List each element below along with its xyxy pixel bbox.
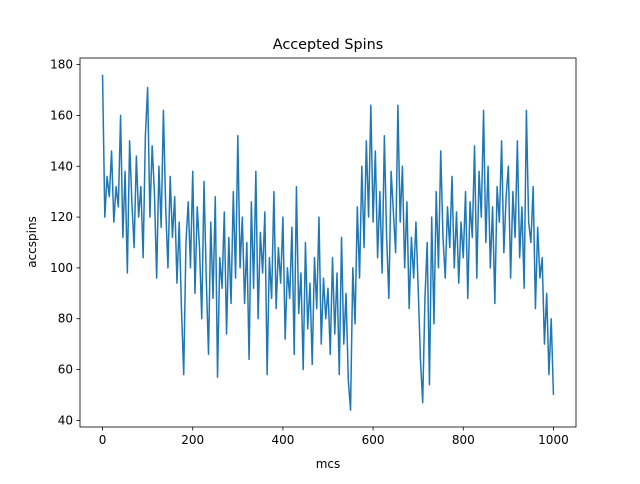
y-tick-label: 100 [50,261,73,275]
data-line [101,74,555,411]
x-tick-label: 800 [452,433,475,447]
x-tick-label: 600 [362,433,385,447]
x-tick-label: 400 [271,433,294,447]
y-tick-label: 140 [50,159,73,173]
plot-frame [79,57,577,428]
x-tick-label: 200 [181,433,204,447]
y-axis-label: accspins [25,216,39,268]
x-axis-label: mcs [316,457,341,471]
x-tick-label: 1000 [538,433,569,447]
chart-title: Accepted Spins [273,37,384,53]
x-tick-label: 0 [99,433,107,447]
y-tick-label: 120 [50,210,73,224]
y-tick-label: 180 [50,58,73,72]
y-tick-label: 40 [58,413,73,427]
y-tick-label: 80 [58,312,73,326]
y-tick-label: 160 [50,108,73,122]
y-tick-label: 60 [58,363,73,377]
